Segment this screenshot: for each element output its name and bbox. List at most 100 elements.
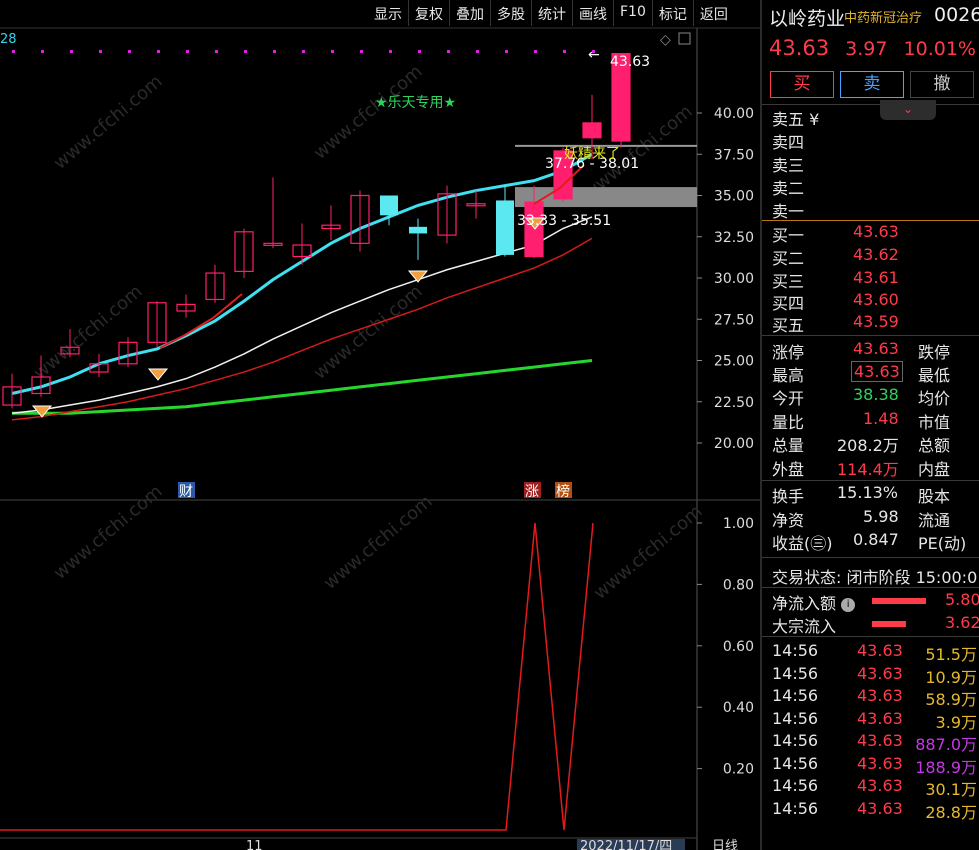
toolbar-stats-button[interactable]: 统计 bbox=[531, 0, 572, 26]
candle-body bbox=[350, 194, 370, 244]
watermark-text: www.cfchi.com bbox=[50, 481, 167, 584]
dot-marker bbox=[186, 50, 189, 53]
tick-time: 14:56 bbox=[772, 708, 819, 728]
stock-concept-tag[interactable]: 中药新冠治疗 bbox=[844, 11, 923, 26]
dot-marker bbox=[563, 50, 566, 53]
bid-2-label: 买二 bbox=[772, 249, 805, 268]
event-marker-box bbox=[178, 482, 195, 498]
cancel-order-button[interactable]: 撤 bbox=[910, 71, 974, 98]
stat-label: 总额 bbox=[918, 436, 951, 455]
candle-body bbox=[31, 376, 51, 395]
dot-marker bbox=[360, 50, 363, 53]
sub-y-tick-label: 0.80 bbox=[723, 577, 754, 593]
stat-label: 最低 bbox=[918, 366, 951, 385]
candle-body bbox=[89, 363, 109, 373]
divider bbox=[762, 335, 979, 336]
bid-3-label: 买三 bbox=[772, 272, 805, 291]
watermark-text: www.cfchi.com bbox=[590, 501, 707, 604]
block-inflow-value: 3.62 bbox=[945, 613, 979, 632]
candle-body bbox=[380, 195, 398, 216]
bid-4-label: 买四 bbox=[772, 294, 805, 313]
tick-price: 43.63 bbox=[857, 753, 903, 773]
toolbar-back-button[interactable]: 返回 bbox=[692, 0, 734, 26]
tick-volume: 3.9万 bbox=[935, 712, 977, 732]
tick-time: 14:56 bbox=[772, 663, 819, 683]
info-icon[interactable]: i bbox=[841, 597, 856, 612]
toolbar-f10-button[interactable]: F10 bbox=[613, 0, 652, 26]
tick-price: 43.63 bbox=[857, 708, 903, 728]
ma-line-white bbox=[11, 216, 593, 415]
tick-volume: 58.9万 bbox=[925, 690, 977, 709]
bid-1-price: 43.63 bbox=[853, 222, 899, 241]
quote-panel: 以岭药业 中药新冠治疗 00260 43.63 3.97 10.01% 买 卖 … bbox=[762, 0, 979, 850]
x-tick-label: 11 bbox=[246, 839, 263, 850]
stock-code: 00260 bbox=[934, 4, 979, 26]
kline-chart[interactable]: www.cfchi.com www.cfchi.com www.cfchi.com w… bbox=[0, 0, 760, 850]
y-tick-label: 30.00 bbox=[714, 271, 754, 287]
stat-outer-volume-value: 114.4万 bbox=[837, 460, 899, 479]
dot-marker bbox=[331, 50, 334, 53]
tick-price: 43.63 bbox=[857, 663, 903, 683]
signal-line bbox=[159, 293, 243, 349]
price-change-pct: 10.01% bbox=[903, 38, 976, 60]
tick-price: 43.63 bbox=[857, 798, 903, 818]
signal-line bbox=[533, 164, 585, 205]
stat-label: 净资 bbox=[772, 511, 805, 530]
toolbar-draw-button[interactable]: 画线 bbox=[572, 0, 613, 26]
tick-price: 43.63 bbox=[857, 641, 903, 660]
buy-button[interactable]: 买 bbox=[770, 71, 834, 98]
toolbar-overlay-button[interactable]: 叠加 bbox=[449, 0, 490, 26]
candle-body bbox=[263, 242, 283, 246]
dot-marker bbox=[505, 50, 508, 53]
divider bbox=[762, 636, 979, 637]
collapse-chevron-icon[interactable]: ⌄ bbox=[880, 100, 936, 120]
tick-time: 14:56 bbox=[772, 776, 819, 795]
stat-label: 收益(㊂) bbox=[772, 534, 833, 553]
toolbar-adjust-button[interactable]: 复权 bbox=[408, 0, 449, 26]
stat-limit-up-value: 43.63 bbox=[853, 339, 899, 358]
toolbar-display-button[interactable]: 显示 bbox=[374, 7, 402, 23]
stat-eps-value: 0.847 bbox=[853, 530, 899, 549]
tick-volume: 887.0万 bbox=[915, 735, 977, 754]
dot-marker bbox=[476, 50, 479, 53]
resistance-label: 37.76 - 38.01 bbox=[545, 156, 639, 172]
toolbar-mark-button[interactable]: 标记 bbox=[651, 0, 693, 26]
dot-marker bbox=[99, 50, 102, 53]
stock-name: 以岭药业 bbox=[769, 8, 846, 30]
ask-1-label: 卖一 bbox=[772, 202, 805, 221]
stat-label: 今开 bbox=[772, 389, 805, 408]
price-row: 43.63 3.97 10.01% bbox=[769, 36, 979, 60]
dot-marker bbox=[41, 50, 44, 53]
y-tick-label: 27.50 bbox=[714, 312, 754, 328]
tick-time: 14:56 bbox=[772, 798, 819, 818]
y-tick-label: 20.00 bbox=[714, 436, 754, 452]
diamond-marker-icon bbox=[524, 217, 546, 230]
candle-body bbox=[118, 341, 138, 365]
net-inflow-label: 净流入额 bbox=[772, 594, 837, 613]
sub-y-tick-label: 1.00 bbox=[723, 516, 754, 532]
stat-label: 内盘 bbox=[918, 460, 951, 479]
block-inflow-bar bbox=[872, 621, 906, 627]
stat-label: PE(动) bbox=[918, 534, 967, 553]
ask-3-label: 卖三 bbox=[772, 156, 805, 175]
tick-time: 14:56 bbox=[772, 641, 819, 660]
tick-price: 43.63 bbox=[857, 776, 903, 795]
top-left-value: 28 bbox=[0, 32, 17, 47]
tick-time: 14:56 bbox=[772, 753, 819, 773]
toolbar-multistock-button[interactable]: 多股 bbox=[490, 0, 531, 26]
bid-3-price: 43.61 bbox=[853, 268, 899, 287]
stat-label: 总量 bbox=[772, 436, 805, 455]
stat-label: 换手 bbox=[772, 487, 805, 506]
stat-label: 股本 bbox=[918, 487, 951, 506]
stat-high-value: 43.63 bbox=[851, 361, 903, 382]
y-tick-label: 22.50 bbox=[714, 395, 754, 411]
tick-price: 43.63 bbox=[857, 731, 903, 750]
watermark-text: www.cfchi.com bbox=[310, 61, 427, 164]
y-tick-label: 32.50 bbox=[714, 230, 754, 246]
candle-body bbox=[553, 150, 573, 200]
bid-4-price: 43.60 bbox=[853, 290, 899, 309]
date-label: 2022/11/17/四 bbox=[580, 839, 672, 850]
dot-marker bbox=[70, 50, 73, 53]
high-arrow-icon: ← bbox=[588, 47, 600, 63]
sell-button[interactable]: 卖 bbox=[840, 71, 904, 98]
